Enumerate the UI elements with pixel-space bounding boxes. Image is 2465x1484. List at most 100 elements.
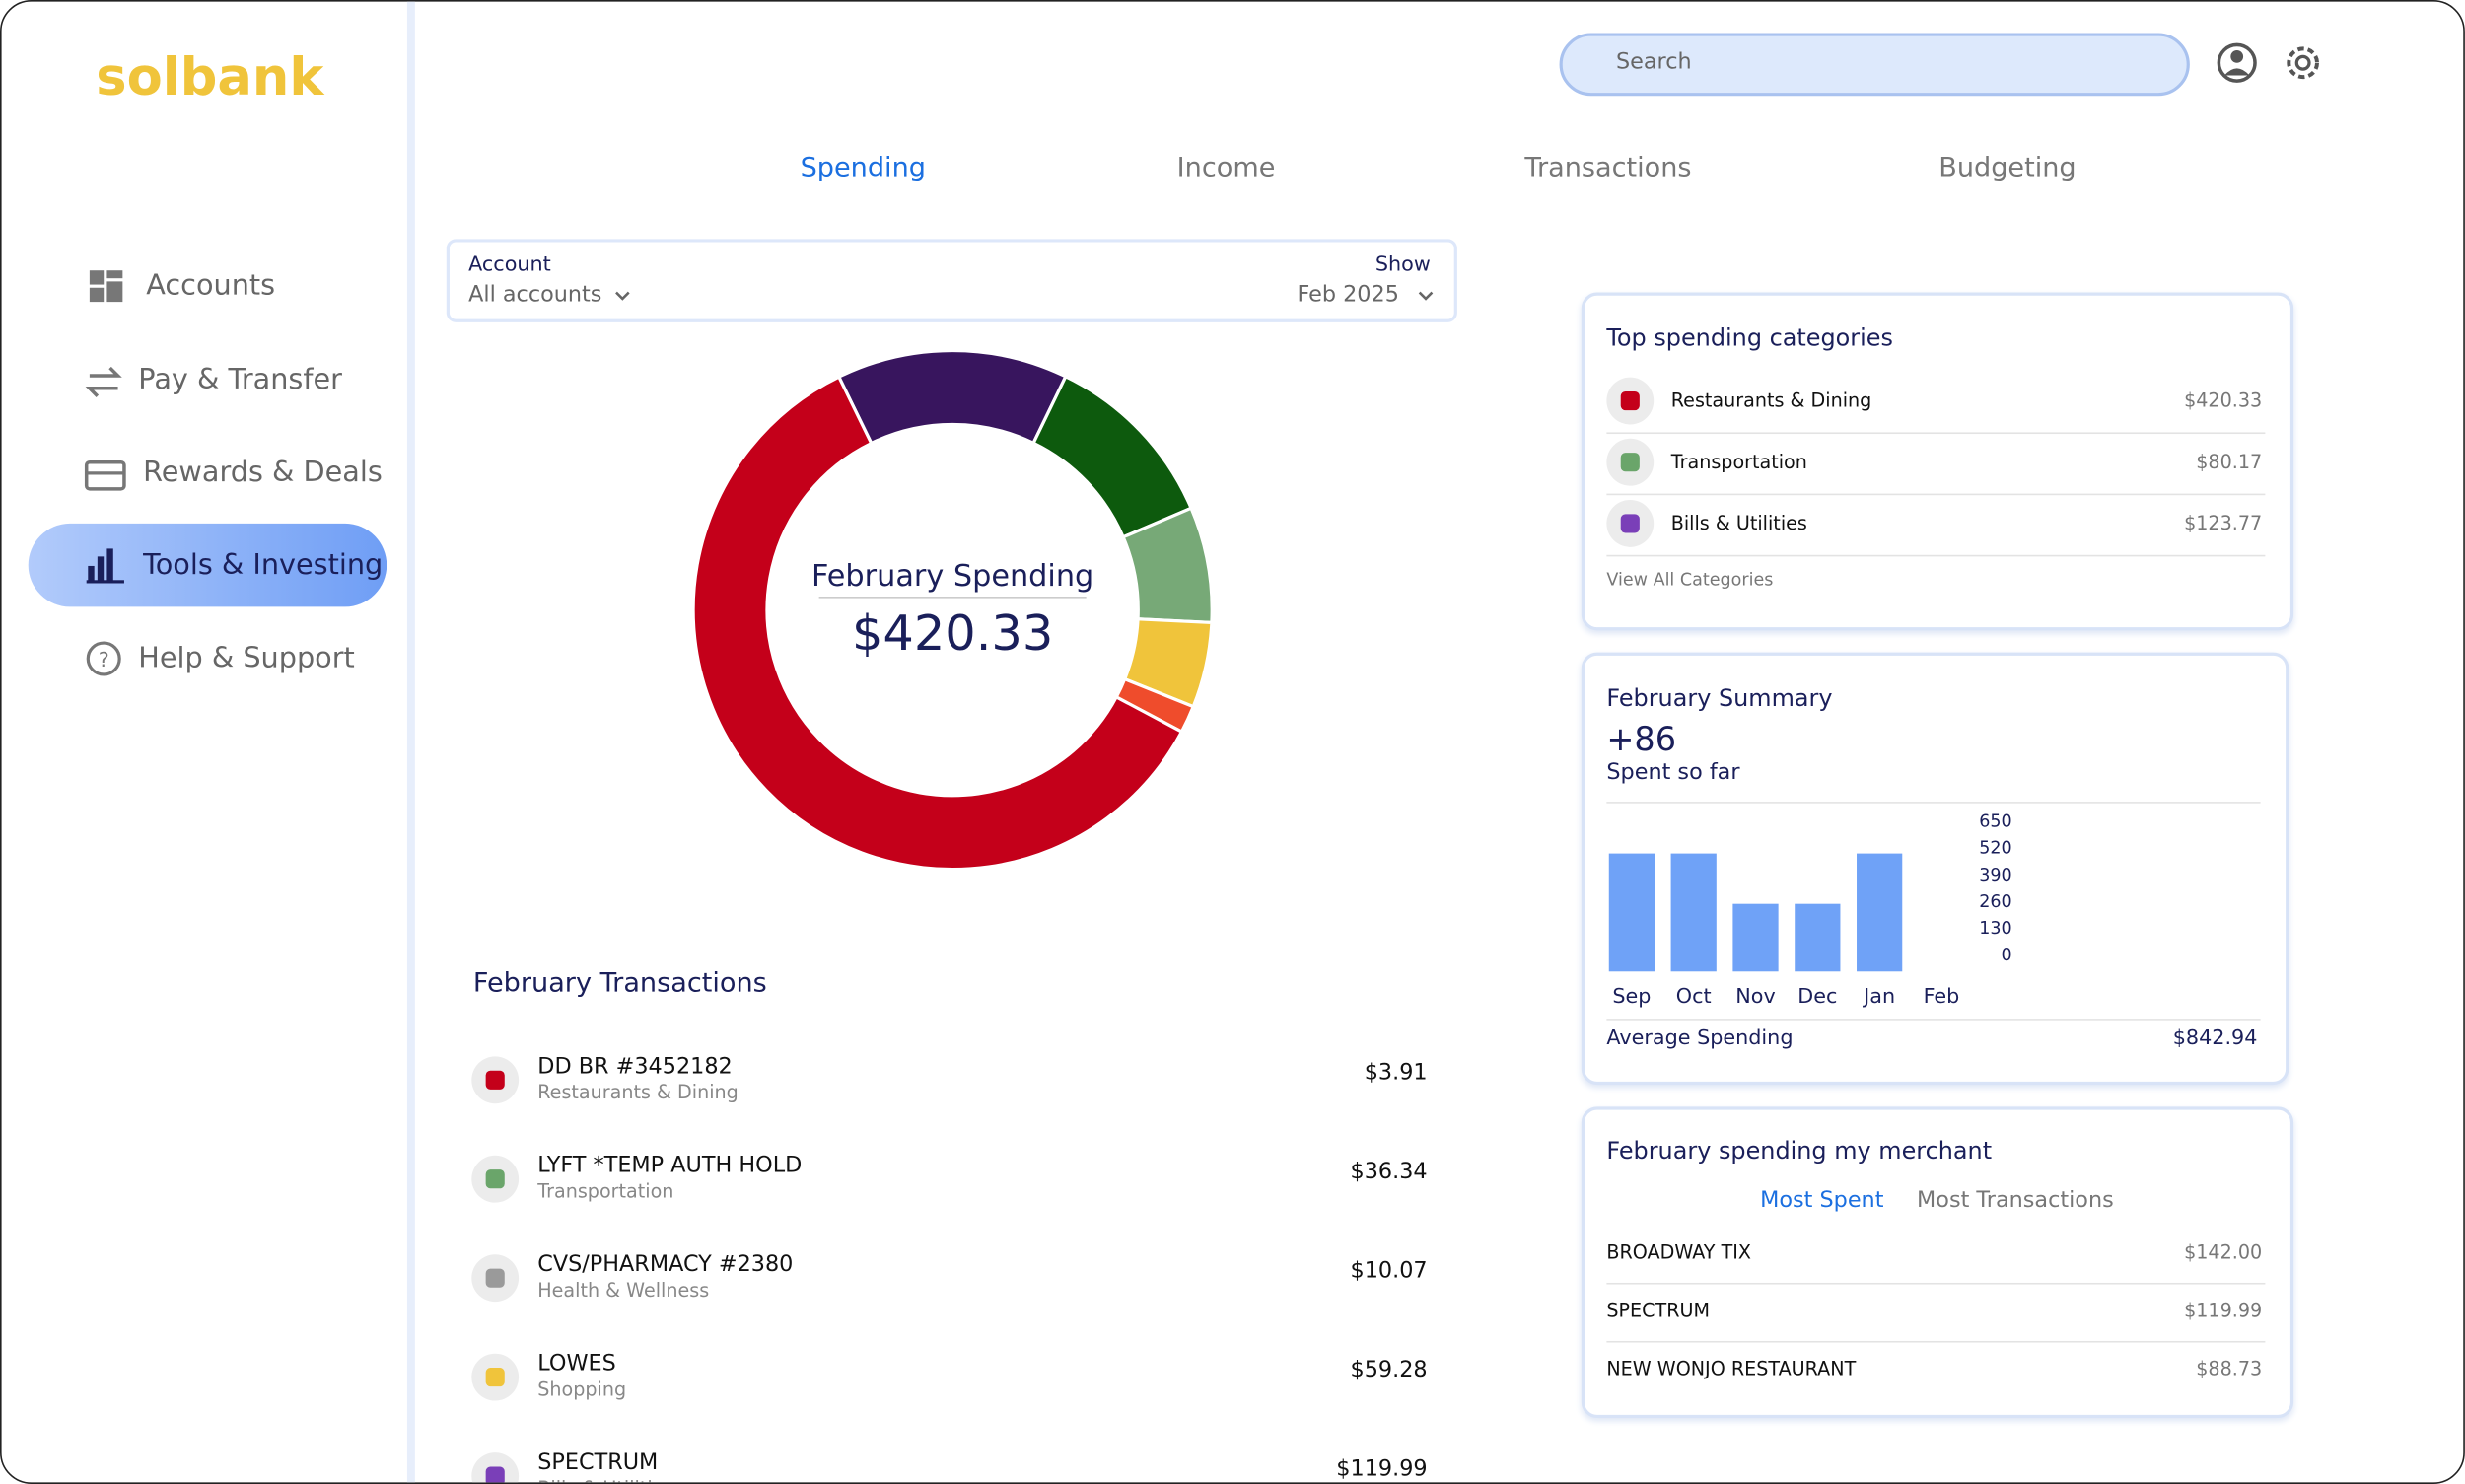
transaction-amount: $10.07 xyxy=(1350,1258,1428,1284)
y-tick-label: 130 xyxy=(1979,919,2011,939)
category-name[interactable]: Restaurants & Dining xyxy=(1670,389,1872,412)
separator xyxy=(1606,1282,2266,1285)
nav-icons: ? xyxy=(84,270,126,676)
separator xyxy=(1606,1019,2261,1021)
merchant-name[interactable]: BROADWAY TIX xyxy=(1606,1241,1752,1264)
nav-active-pill xyxy=(28,523,387,607)
y-tick-label: 260 xyxy=(1979,892,2011,912)
filter-label: Show xyxy=(1374,253,1431,277)
transaction-name[interactable]: CVS/PHARMACY #2380 xyxy=(537,1252,794,1278)
tab[interactable]: Income xyxy=(1176,152,1276,184)
brand[interactable]: solbank xyxy=(96,45,324,107)
category-icon xyxy=(1606,499,1655,547)
tab[interactable]: Budgeting xyxy=(1938,152,2077,184)
separator xyxy=(1606,493,2266,496)
transaction-category: Shopping xyxy=(537,1378,627,1401)
search-placeholder: Search xyxy=(1615,49,1692,75)
tab-active[interactable]: Spending xyxy=(800,152,926,184)
icon-tools xyxy=(86,548,124,584)
category-amount: $80.17 xyxy=(2196,451,2263,473)
transaction-name[interactable]: LYFT *TEMP AUTH HOLD xyxy=(537,1153,803,1179)
bar xyxy=(1732,903,1779,972)
chevrons xyxy=(615,291,1434,301)
nav-item[interactable]: Accounts xyxy=(146,268,276,303)
donut-segment[interactable] xyxy=(691,375,1184,872)
transaction-name[interactable]: DD BR #3452182 xyxy=(537,1054,733,1080)
transaction-category: Health & Wellness xyxy=(537,1279,710,1302)
category-name[interactable]: Bills & Utilities xyxy=(1670,512,1807,534)
month-select[interactable]: Feb 2025 xyxy=(1297,282,1399,308)
icon-glyph xyxy=(1620,514,1640,533)
nav-item[interactable]: Rewards & Deals xyxy=(143,456,383,490)
donut-title: February Spending xyxy=(811,558,1094,595)
card-title: February Summary xyxy=(1606,683,1833,713)
x-tick-label: Sep xyxy=(1612,984,1651,1008)
transaction-amount: $3.91 xyxy=(1364,1060,1428,1087)
sidebar-divider xyxy=(406,1,415,1483)
merchant-name[interactable]: SPECTRUM xyxy=(1606,1300,1711,1322)
icon-glyph xyxy=(485,1070,505,1090)
icon-accounts xyxy=(106,270,123,279)
search-box[interactable] xyxy=(1559,33,2190,97)
summary-caption: Spent so far xyxy=(1606,760,1740,786)
y-tick-label: 0 xyxy=(2002,946,2012,965)
separator xyxy=(1606,432,2266,435)
settings-icon[interactable] xyxy=(2287,46,2319,80)
average-value: $842.94 xyxy=(2172,1026,2258,1051)
merchant-tab[interactable]: Most Transactions xyxy=(1917,1187,2114,1214)
settings-icon xyxy=(2294,54,2311,71)
merchant-amount: $142.00 xyxy=(2184,1241,2263,1264)
nav-item-active[interactable]: Tools & Investing xyxy=(143,548,384,583)
transaction-name[interactable]: SPECTRUM xyxy=(537,1449,659,1476)
icon-help xyxy=(86,641,121,676)
nav-item[interactable]: Help & Support xyxy=(138,641,355,675)
nav-item[interactable]: Pay & Transfer xyxy=(138,363,342,397)
bar xyxy=(1608,853,1655,972)
icon-accounts xyxy=(89,287,105,303)
transaction-amount: $59.28 xyxy=(1350,1357,1428,1383)
category-icon xyxy=(1606,377,1655,425)
user-icon[interactable] xyxy=(2217,42,2257,83)
icon-glyph xyxy=(1620,453,1640,472)
x-tick-label: Oct xyxy=(1676,984,1712,1008)
y-tick-label: 650 xyxy=(1979,813,2011,832)
separator xyxy=(1606,554,2266,557)
transaction-amount: $36.34 xyxy=(1350,1159,1428,1185)
user-icon xyxy=(2230,50,2244,63)
separator xyxy=(1606,802,2261,804)
bar xyxy=(1857,853,1903,972)
icon-accounts xyxy=(106,281,123,303)
user-icon xyxy=(2223,68,2250,76)
merchant-tab-active[interactable]: Most Spent xyxy=(1760,1187,1884,1214)
category-name[interactable]: Transportation xyxy=(1670,451,1807,473)
view-all-link[interactable]: View All Categories xyxy=(1606,569,1774,591)
transaction-category: Transportation xyxy=(537,1180,674,1203)
card xyxy=(1581,1106,2294,1419)
category-icon xyxy=(471,1056,520,1104)
y-tick-label: 520 xyxy=(1979,839,2011,859)
card xyxy=(1581,292,2294,631)
filter-box xyxy=(446,239,1457,322)
separator xyxy=(1606,1340,2266,1343)
merchant-name[interactable]: NEW WONJO RESTAURANT xyxy=(1606,1358,1857,1380)
transaction-name[interactable]: LOWES xyxy=(537,1351,616,1377)
merchant-amount: $88.73 xyxy=(2196,1358,2263,1380)
icon-glyph xyxy=(485,1268,505,1288)
transaction-category: Bills & Utilities xyxy=(537,1477,673,1482)
icon-transfer xyxy=(85,366,122,398)
category-amount: $420.33 xyxy=(2184,389,2263,412)
y-tick-label: 390 xyxy=(1979,866,2011,885)
card-title: February spending my merchant xyxy=(1606,1136,1993,1166)
account-select[interactable]: All accounts xyxy=(468,282,602,308)
x-tick-label: Dec xyxy=(1797,984,1837,1008)
donut-total: $420.33 xyxy=(851,605,1054,663)
merchant-amount: $119.99 xyxy=(2184,1300,2263,1322)
x-tick-label: Nov xyxy=(1735,984,1775,1008)
tab[interactable]: Transactions xyxy=(1524,152,1692,184)
